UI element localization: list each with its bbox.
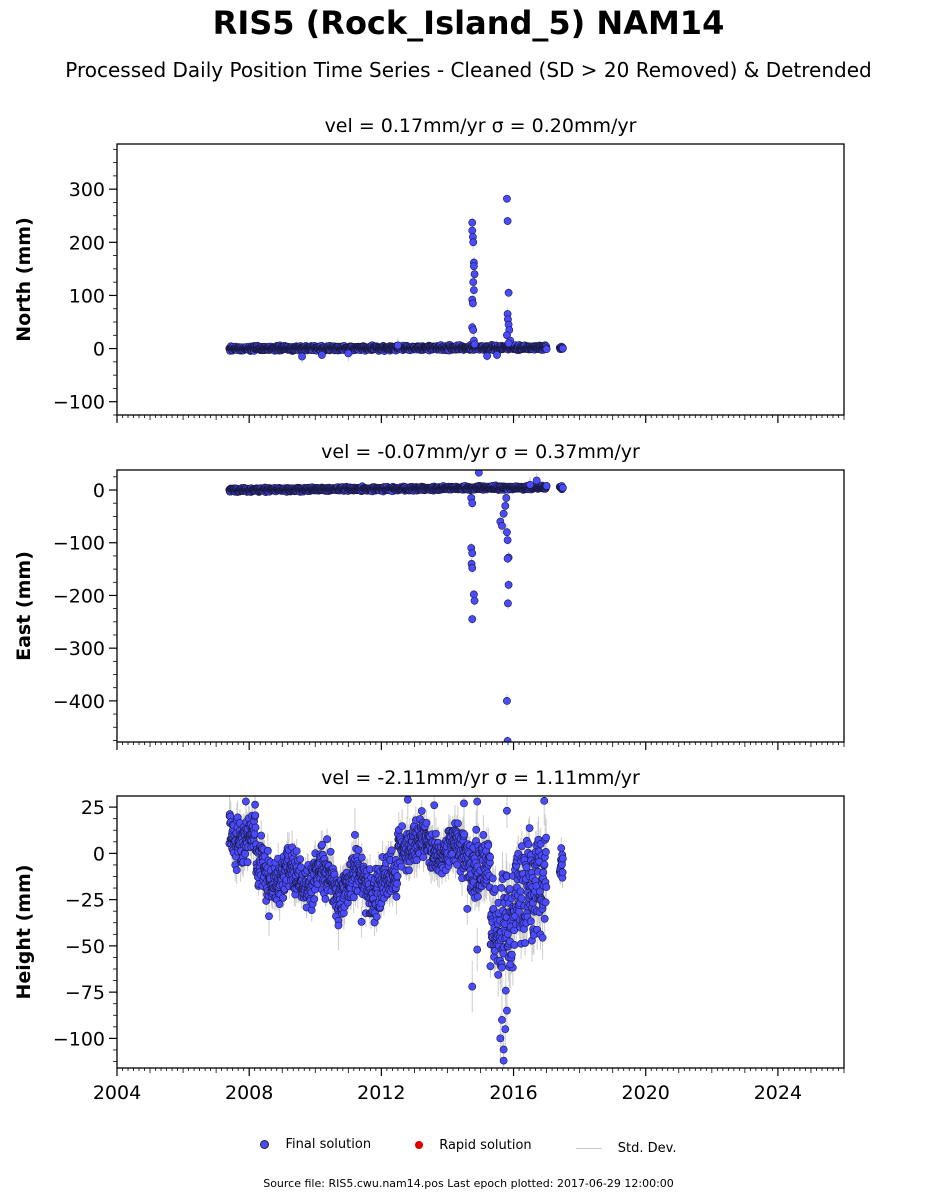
y-tick-label: 100 xyxy=(69,285,105,307)
data-point xyxy=(483,352,492,360)
data-point xyxy=(468,218,477,227)
data-point xyxy=(470,340,479,349)
y-tick-label: 200 xyxy=(69,232,105,254)
data-point xyxy=(393,341,402,350)
data-point xyxy=(469,286,478,295)
chart-subtitle: Processed Daily Position Time Series - C… xyxy=(65,58,872,82)
data-point xyxy=(504,339,513,348)
panel-1: −100 0 100 200 300 vel = 0.17mm/yr σ = 0.20mm… xyxy=(13,115,845,423)
y-tick-label: 300 xyxy=(69,179,105,201)
data-point xyxy=(542,345,551,354)
panel-title: vel = 0.17mm/yr σ = 0.20mm/yr xyxy=(325,115,637,137)
data-point xyxy=(504,288,513,297)
y-tick-label: 0 xyxy=(93,339,105,361)
data-point xyxy=(503,194,511,203)
data-point xyxy=(493,351,501,359)
panel-frame xyxy=(116,143,845,416)
data-point xyxy=(468,299,477,308)
panel-plot-area-1 xyxy=(225,194,567,363)
data-point xyxy=(344,349,353,358)
y-axis-label: North (mm) xyxy=(13,217,35,342)
panel-plot-area-2 xyxy=(225,470,567,742)
data-point xyxy=(470,270,479,279)
data-point xyxy=(317,351,326,359)
data-point xyxy=(469,326,478,334)
y-tick-label: −100 xyxy=(53,392,105,414)
chart-main-title: RIS5 (Rock_Island_5) NAM14 xyxy=(212,4,725,42)
data-point xyxy=(558,344,567,353)
data-point xyxy=(298,352,306,361)
data-point xyxy=(469,278,478,287)
data-point xyxy=(503,217,512,225)
data-point xyxy=(469,238,478,247)
data-point xyxy=(468,226,477,235)
data-point xyxy=(469,262,478,271)
